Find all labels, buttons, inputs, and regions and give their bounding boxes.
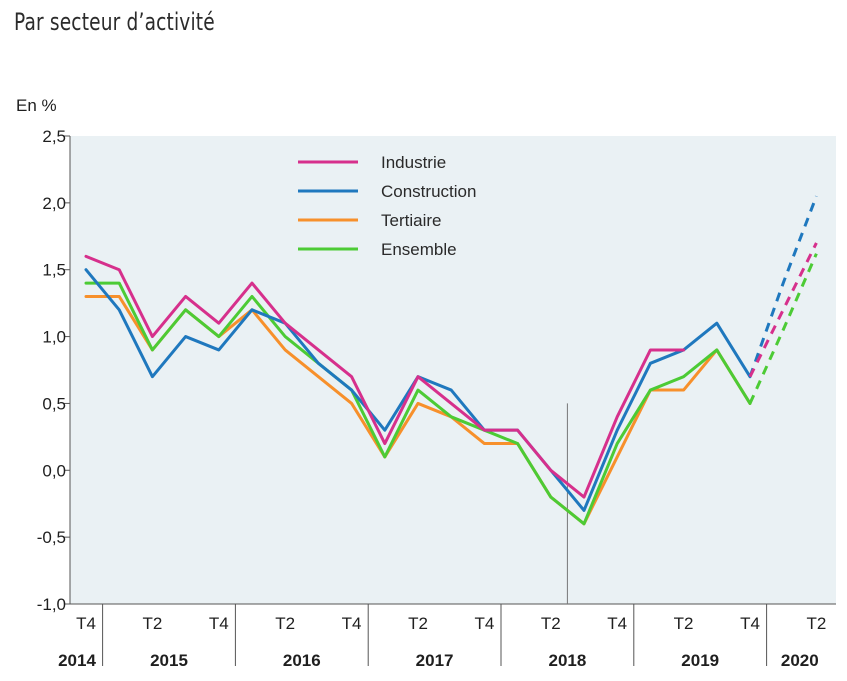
x-tick-label: T2	[275, 614, 295, 633]
year-label: 2019	[681, 651, 719, 670]
x-tick-label: T2	[541, 614, 561, 633]
x-tick-label: T2	[142, 614, 162, 633]
series-layer	[84, 195, 818, 526]
y-axis-unit-label: En %	[16, 96, 57, 115]
year-label: 2015	[150, 651, 188, 670]
y-tick-label: 1,5	[42, 261, 66, 280]
legend-label-ensemble: Ensemble	[381, 240, 457, 259]
forecast-line-construction	[748, 195, 818, 378]
series-line-industrie	[84, 254, 686, 499]
y-tick-label: 2,5	[42, 127, 66, 146]
x-tick-label: T4	[474, 614, 494, 633]
y-tick-label: 0,0	[42, 461, 66, 480]
y-tick-label: 1,0	[42, 328, 66, 347]
x-tick-label: T4	[740, 614, 760, 633]
x-tick-label: T4	[607, 614, 627, 633]
legend-label-tertiaire: Tertiaire	[381, 211, 441, 230]
y-tick-label: 2,0	[42, 194, 66, 213]
year-label: 2014	[58, 651, 96, 670]
legend-label-industrie: Industrie	[381, 153, 446, 172]
x-tick-label: T2	[806, 614, 826, 633]
forecast-line-ensemble	[748, 253, 818, 405]
legend: Industrie Construction Tertiaire Ensemble	[298, 153, 476, 259]
series-line-ensemble	[84, 281, 752, 526]
forecast-line-industrie	[748, 242, 818, 378]
y-tick-label: 0,5	[42, 394, 66, 413]
y-tick-label: -0,5	[37, 528, 66, 547]
year-label: 2018	[548, 651, 586, 670]
page-title: Par secteur d’activité	[14, 8, 215, 36]
x-tick-label: T2	[674, 614, 694, 633]
x-tick-label: T4	[76, 614, 96, 633]
axes: 2,5 2,0 1,5 1,0 0,5 0,0 -0,5 -1,0 T4 T2 T4 T2 T4 T2 T4…	[37, 127, 836, 670]
year-label: 2017	[416, 651, 454, 670]
x-tick-label: T2	[408, 614, 428, 633]
year-label: 2020	[781, 651, 819, 670]
year-label: 2016	[283, 651, 321, 670]
x-tick-label: T4	[342, 614, 362, 633]
x-tick-label: T4	[209, 614, 229, 633]
legend-label-construction: Construction	[381, 182, 476, 201]
plot-area	[70, 136, 836, 604]
y-tick-label: -1,0	[37, 595, 66, 614]
